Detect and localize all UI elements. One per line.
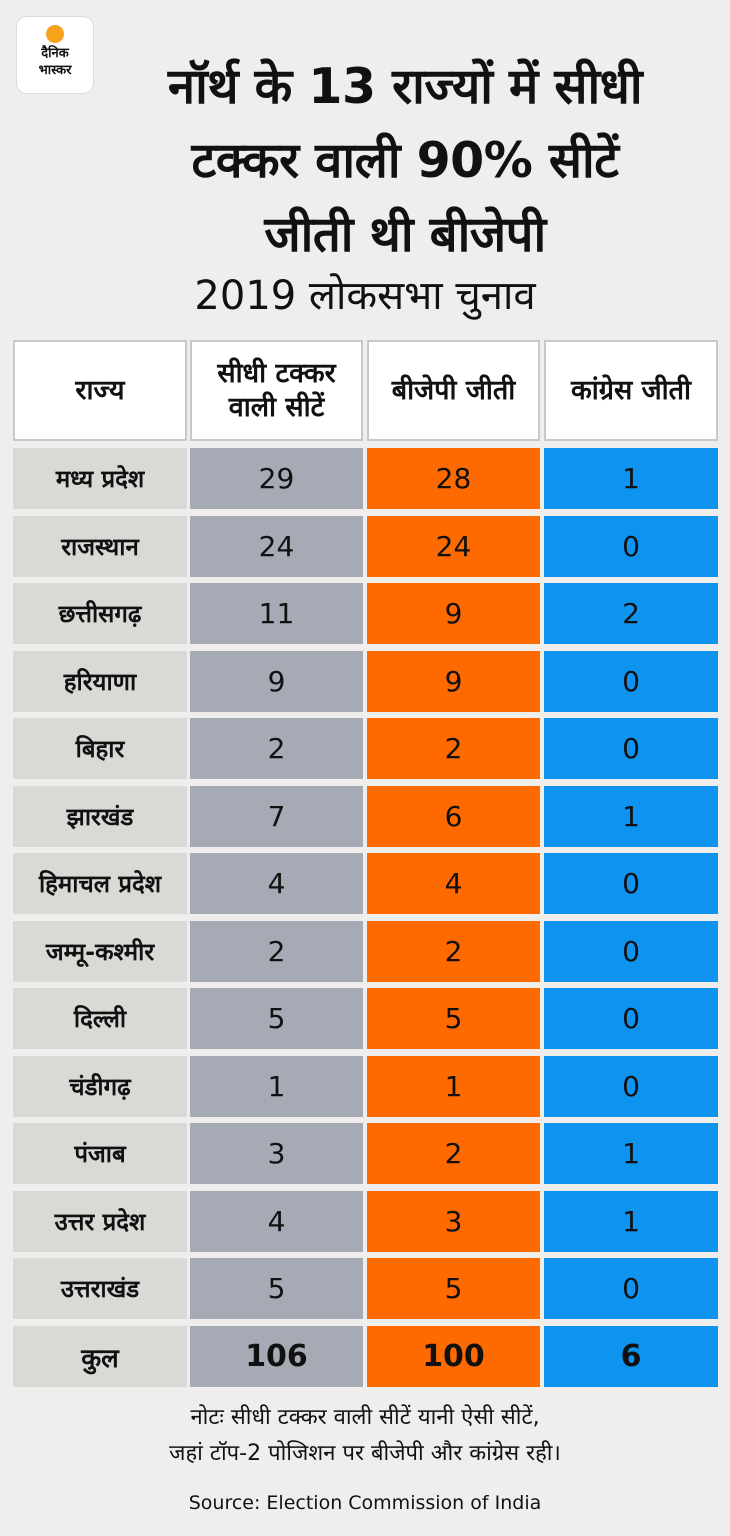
- cell-congress-won: 2: [544, 583, 718, 644]
- title-line-2: टक्कर वाली 90% सीटें: [191, 132, 619, 189]
- cell-state: पंजाब: [13, 1123, 187, 1184]
- cell-congress-won: 0: [544, 1258, 718, 1319]
- cell-state: दिल्ली: [13, 988, 187, 1049]
- cell-congress-won: 0: [544, 921, 718, 982]
- cell-direct-contest-seats: 3: [190, 1123, 363, 1184]
- cell-congress-won: 1: [544, 1191, 718, 1252]
- cell-direct-contest-seats: 4: [190, 853, 363, 914]
- cell-state: हरियाणा: [13, 651, 187, 712]
- cell-bjp-won: 100: [367, 1326, 540, 1387]
- page-title: नॉर्थ के 13 राज्यों में सीधी टक्कर वाली …: [100, 50, 710, 272]
- cell-state: हिमाचल प्रदेश: [13, 853, 187, 914]
- cell-bjp-won: 9: [367, 583, 540, 644]
- cell-direct-contest-seats: 5: [190, 988, 363, 1049]
- footnote-line-2: जहां टॉप-2 पोजिशन पर बीजेपी और कांग्रेस …: [169, 1441, 561, 1466]
- title-line-1: नॉर्थ के 13 राज्यों में सीधी: [167, 58, 643, 115]
- cell-bjp-won: 2: [367, 718, 540, 779]
- cell-direct-contest-seats: 106: [190, 1326, 363, 1387]
- cell-state: चंडीगढ़: [13, 1056, 187, 1117]
- cell-congress-won: 1: [544, 786, 718, 847]
- cell-bjp-won: 9: [367, 651, 540, 712]
- cell-state: मध्य प्रदेश: [13, 448, 187, 509]
- cell-bjp-won: 2: [367, 921, 540, 982]
- cell-bjp-won: 3: [367, 1191, 540, 1252]
- logo-text-line2: भास्कर: [38, 63, 72, 78]
- cell-bjp-won: 24: [367, 516, 540, 577]
- cell-direct-contest-seats: 4: [190, 1191, 363, 1252]
- cell-state: उत्तराखंड: [13, 1258, 187, 1319]
- cell-direct-contest-seats: 29: [190, 448, 363, 509]
- cell-bjp-won: 4: [367, 853, 540, 914]
- cell-state: बिहार: [13, 718, 187, 779]
- cell-congress-won: 0: [544, 988, 718, 1049]
- column-header-state: राज्य: [13, 340, 187, 441]
- cell-state: राजस्थान: [13, 516, 187, 577]
- footnote: नोटः सीधी टक्कर वाली सीटें यानी ऐसी सीटे…: [0, 1400, 730, 1472]
- cell-direct-contest-seats: 24: [190, 516, 363, 577]
- cell-bjp-won: 5: [367, 988, 540, 1049]
- column-header-bjp-won: बीजेपी जीती: [367, 340, 540, 441]
- cell-congress-won: 1: [544, 1123, 718, 1184]
- dainik-bhaskar-logo: दैनिक भास्कर: [17, 17, 93, 93]
- title-line-3: जीती थी बीजेपी: [264, 206, 546, 263]
- cell-state: छत्तीसगढ़: [13, 583, 187, 644]
- cell-congress-won: 6: [544, 1326, 718, 1387]
- cell-congress-won: 0: [544, 718, 718, 779]
- cell-state: उत्तर प्रदेश: [13, 1191, 187, 1252]
- cell-bjp-won: 5: [367, 1258, 540, 1319]
- cell-bjp-won: 1: [367, 1056, 540, 1117]
- cell-bjp-won: 6: [367, 786, 540, 847]
- cell-direct-contest-seats: 9: [190, 651, 363, 712]
- cell-direct-contest-seats: 5: [190, 1258, 363, 1319]
- cell-direct-contest-seats: 11: [190, 583, 363, 644]
- cell-congress-won: 0: [544, 853, 718, 914]
- cell-state: झारखंड: [13, 786, 187, 847]
- cell-direct-contest-seats: 7: [190, 786, 363, 847]
- sun-icon: [46, 25, 64, 43]
- cell-direct-contest-seats: 1: [190, 1056, 363, 1117]
- column-header-direct-contest-seats: सीधी टक्कर वाली सीटें: [190, 340, 363, 441]
- footnote-line-1: नोटः सीधी टक्कर वाली सीटें यानी ऐसी सीटे…: [190, 1405, 540, 1430]
- page-subtitle: 2019 लोकसभा चुनाव: [194, 273, 536, 319]
- cell-bjp-won: 28: [367, 448, 540, 509]
- cell-state: कुल: [13, 1326, 187, 1387]
- cell-bjp-won: 2: [367, 1123, 540, 1184]
- cell-congress-won: 0: [544, 651, 718, 712]
- cell-congress-won: 0: [544, 516, 718, 577]
- source-credit: Source: Election Commission of India: [188, 1492, 542, 1514]
- cell-congress-won: 0: [544, 1056, 718, 1117]
- cell-direct-contest-seats: 2: [190, 718, 363, 779]
- column-header-congress-won: कांग्रेस जीती: [544, 340, 718, 441]
- cell-congress-won: 1: [544, 448, 718, 509]
- logo-text-line1: दैनिक: [41, 46, 69, 61]
- cell-state: जम्मू-कश्मीर: [13, 921, 187, 982]
- cell-direct-contest-seats: 2: [190, 921, 363, 982]
